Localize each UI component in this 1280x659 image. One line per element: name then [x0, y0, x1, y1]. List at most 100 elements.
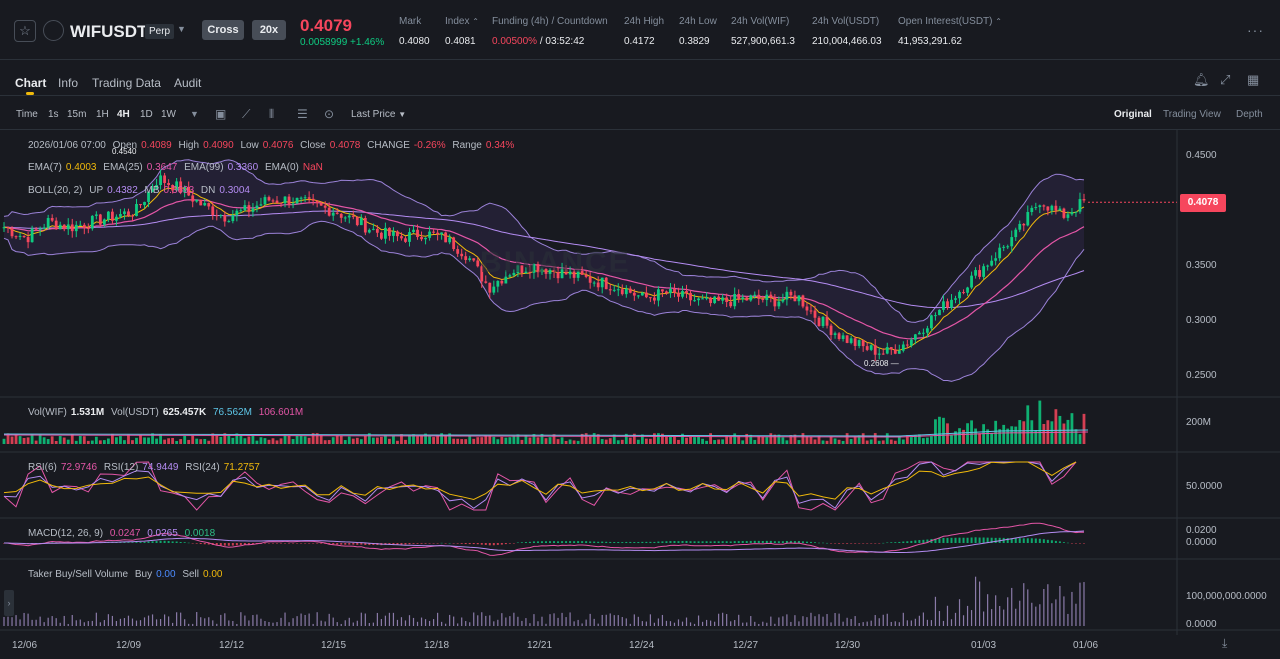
candle-body [70, 224, 74, 232]
timeframe-1s[interactable]: 1s [48, 109, 59, 120]
price-type-select[interactable]: Last Price ▼ [351, 109, 406, 120]
taker-bar [1007, 597, 1009, 626]
candle-body [10, 228, 14, 237]
taker-bar [1031, 602, 1033, 626]
volume-bar [303, 436, 307, 444]
macd-hist-bar [356, 543, 359, 545]
taker-bar [1003, 609, 1005, 626]
time-label[interactable]: Time [16, 109, 38, 120]
view-original[interactable]: Original [1114, 109, 1152, 120]
kline-chart[interactable] [0, 130, 1280, 635]
favorite-star-icon[interactable]: ☆ [14, 20, 36, 42]
taker-bar [119, 618, 122, 626]
scroll-to-latest-icon[interactable]: ⤓ [1222, 636, 1228, 650]
candle-body [532, 264, 536, 273]
taker-bar [416, 621, 419, 626]
volume-bar [1014, 426, 1018, 444]
taker-bar [127, 615, 130, 626]
view-depth[interactable]: Depth [1236, 109, 1263, 120]
taker-bar [866, 621, 868, 626]
view-trading-view[interactable]: Trading View [1163, 109, 1221, 120]
volume-bar [480, 437, 484, 444]
timeframe-1w[interactable]: 1W [161, 109, 176, 120]
candle-body [853, 338, 857, 346]
volume-bar [444, 434, 448, 444]
tab-audit[interactable]: Audit [174, 76, 202, 90]
volume-bar [564, 440, 568, 444]
macd-hist-bar [581, 541, 584, 543]
volume-bar [865, 440, 869, 444]
macd-hist-bar [709, 541, 712, 543]
candle-body [227, 221, 231, 223]
calendar-icon[interactable]: ▣ [215, 107, 227, 121]
leverage-button[interactable]: 20x [252, 20, 286, 40]
taker-bar [493, 621, 495, 626]
margin-mode-button[interactable]: Cross [202, 20, 244, 40]
volume-bar [323, 440, 327, 444]
layout-grid-icon[interactable]: ▦ [1247, 72, 1260, 87]
taker-bar [228, 620, 230, 626]
expand-panel-handle[interactable]: › [4, 590, 14, 616]
taker-bar [408, 615, 411, 626]
macd-hist-bar [215, 543, 218, 546]
symbol-dropdown-icon[interactable]: ▼ [177, 24, 186, 34]
volume-bar [934, 419, 937, 444]
timeframe-1h[interactable]: 1H [96, 109, 109, 120]
taker-bar [196, 612, 198, 626]
rsi-legend: RSI(6) 72.9746 RSI(12) 74.9449 RSI(24) 71.2… [28, 462, 264, 473]
fullscreen-icon[interactable]: ⤢ [1220, 72, 1231, 87]
macd-hist-bar [464, 543, 467, 545]
candle-body [681, 291, 684, 297]
macd-hist-bar [159, 540, 162, 543]
stat-index[interactable]: Index ⌃ 0.4081 [445, 16, 479, 47]
more-options-icon[interactable]: ··· [1247, 22, 1264, 38]
stat-open-interest[interactable]: Open Interest(USDT) ⌃ 41,953,291.62 [898, 16, 1002, 47]
volume-bar [777, 434, 781, 444]
taker-bar [473, 612, 475, 626]
funding-rate: 0.00500% [492, 36, 538, 47]
macd-hist-bar [637, 541, 640, 543]
tab-info[interactable]: Info [58, 76, 79, 90]
taker-bar [457, 623, 459, 626]
volume-bar [789, 435, 793, 444]
stat-value: 210,004,466.03 [812, 36, 882, 47]
candle-body [235, 210, 239, 216]
taker-bar [216, 623, 218, 626]
volume-legend: Vol(WIF) 1.531M Vol(USDT) 625.457K 76.562M… [28, 407, 307, 418]
tab-chart[interactable]: Chart [15, 76, 47, 90]
candle-body [416, 229, 419, 238]
macd-hist-bar [898, 541, 901, 543]
volume-bar [741, 440, 745, 444]
timeframe-15m[interactable]: 15m [67, 109, 87, 120]
macd-hist-bar [267, 543, 270, 544]
volume-bar [183, 435, 187, 444]
candle-body [468, 258, 472, 260]
alert-bell-icon[interactable]: 🔔︎ [1193, 72, 1210, 87]
symbol-title[interactable]: WIFUSDT [70, 22, 148, 41]
candle-body [50, 218, 54, 221]
candle-body [673, 288, 676, 293]
stat-value: 527,900,661.3 [731, 36, 795, 47]
timeframe-dropdown-icon[interactable]: ▼ [190, 109, 199, 119]
candle-body [857, 340, 861, 346]
taker-bar [1023, 583, 1025, 626]
taker-bar [910, 620, 912, 626]
active-tab-indicator [26, 92, 34, 95]
taker-bar [1027, 589, 1029, 626]
settings-sliders-icon[interactable]: ☰ [297, 107, 308, 121]
candle-type-icon[interactable]: ⫴ [269, 107, 275, 121]
macd-hist-bar [1046, 539, 1049, 543]
indicator-icon[interactable]: ⟋ [242, 107, 251, 121]
taker-bar [208, 617, 210, 626]
taker-bar [1047, 584, 1049, 626]
target-icon[interactable]: ⊙ [324, 107, 335, 121]
taker-bar [224, 613, 226, 626]
volume-bar [319, 434, 323, 444]
timeframe-4h[interactable]: 4H [117, 109, 130, 120]
tab-trading-data[interactable]: Trading Data [92, 76, 161, 90]
macd-hist-bar [733, 541, 736, 543]
timeframe-1d[interactable]: 1D [140, 109, 153, 120]
macd-hist-bar [288, 543, 291, 544]
volume-bar [624, 433, 628, 444]
taker-bar [11, 617, 13, 626]
